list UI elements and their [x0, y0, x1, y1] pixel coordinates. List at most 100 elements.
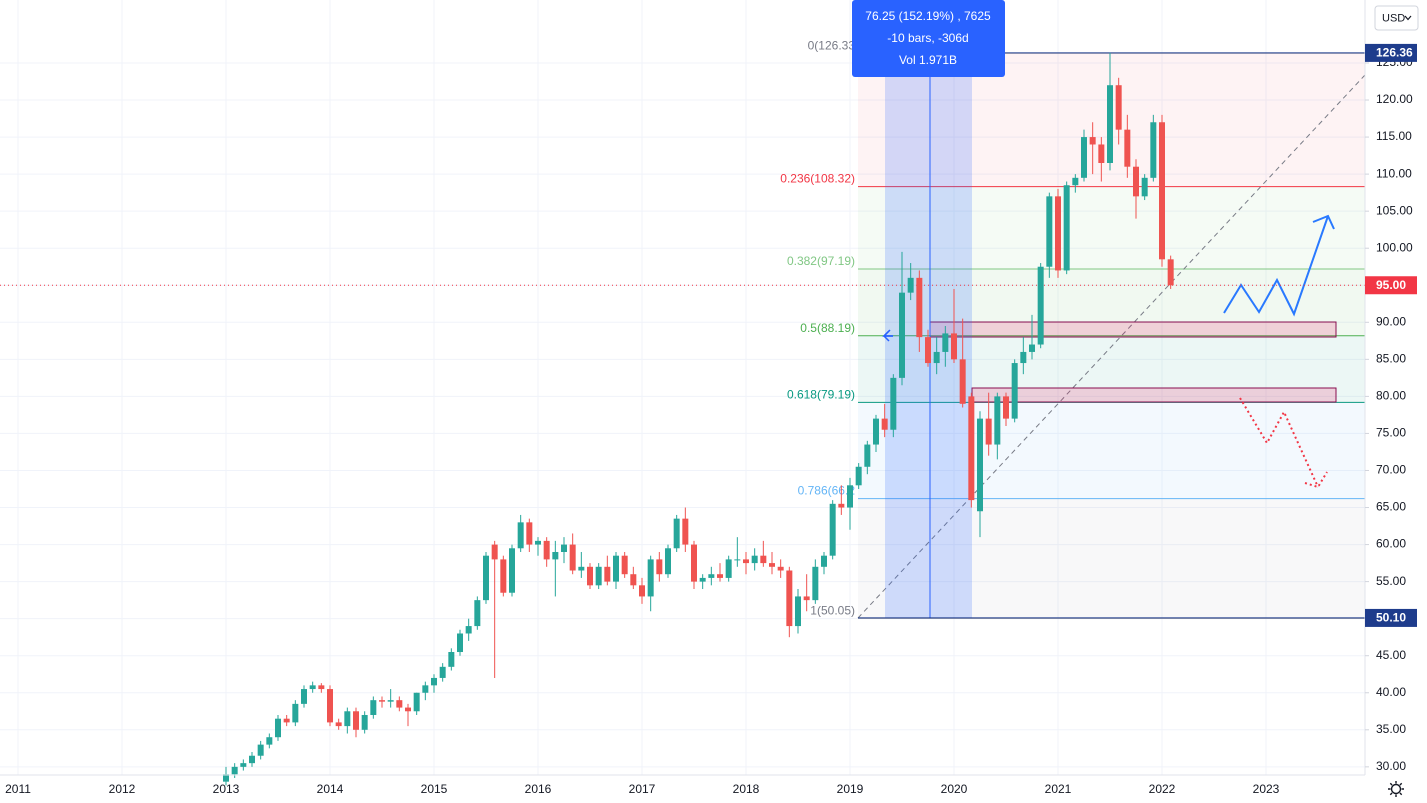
candle-body	[569, 544, 576, 571]
settings-button[interactable]	[1388, 781, 1404, 797]
candle-body	[448, 652, 455, 667]
candle-body	[890, 377, 897, 430]
y-tick-label: 100.00	[1376, 240, 1413, 254]
candle-body	[717, 574, 723, 578]
y-tick-label: 45.00	[1376, 648, 1406, 662]
candle-body	[526, 522, 533, 545]
candle-body	[543, 540, 550, 560]
candle-body	[1124, 129, 1131, 167]
candle-body	[873, 418, 879, 445]
candle-body	[838, 503, 845, 508]
y-tick-label: 60.00	[1376, 537, 1406, 551]
trend-line	[857, 74, 1366, 619]
candle-body	[621, 555, 628, 575]
gear-icon[interactable]	[1388, 781, 1404, 797]
candle-body	[292, 703, 299, 723]
candle-body	[847, 485, 853, 508]
candle-body	[994, 396, 1001, 445]
candle-body	[613, 555, 619, 582]
y-tick-label: 75.00	[1376, 426, 1406, 440]
candle-body	[604, 566, 611, 582]
candle-body	[647, 559, 654, 597]
candle-body	[491, 544, 498, 560]
candle-body	[283, 718, 290, 723]
candle-body	[595, 566, 602, 586]
fib-retracement: 0(126.33 0.236(108.32) 0.382(97.19) 0.5(88.…	[780, 38, 1365, 619]
candle-body	[327, 689, 333, 723]
candle-body	[1072, 177, 1079, 186]
candle-body	[361, 714, 368, 730]
y-tick-label: 120.00	[1376, 92, 1413, 106]
fib-label: 0(126.33	[808, 38, 856, 52]
fib-label: 1(50.05)	[810, 603, 855, 617]
candle-body	[708, 574, 715, 578]
candle-body	[682, 518, 689, 545]
candle-body	[977, 418, 983, 512]
candle-body	[535, 540, 541, 545]
tooltip-text: -10 bars, -306d	[887, 31, 968, 45]
candle-body	[240, 763, 247, 767]
currency-dropdown[interactable]	[1374, 5, 1419, 31]
y-tick-label: 90.00	[1376, 314, 1406, 328]
candles	[223, 52, 1174, 786]
projection-down-head	[1304, 471, 1328, 489]
currency-label[interactable]: USD	[1382, 12, 1405, 24]
candle-body	[431, 677, 437, 686]
candle-body	[942, 333, 949, 352]
x-tick-label: 2019	[837, 782, 864, 796]
candle-body	[760, 555, 767, 564]
candle-body	[1063, 185, 1070, 271]
x-tick-label: 2013	[213, 782, 240, 796]
candle-body	[465, 626, 472, 634]
candle-body	[1081, 137, 1087, 178]
projection-down	[1239, 397, 1319, 488]
projection-up-head	[1312, 214, 1335, 230]
gear-icon[interactable]	[1390, 783, 1402, 795]
candle-body	[439, 666, 446, 678]
candle-body	[517, 522, 524, 549]
candle-body	[925, 337, 931, 364]
candle-body	[1141, 177, 1148, 197]
drawings	[857, 74, 1366, 619]
fib-label: 0.5(88.19)	[800, 321, 855, 335]
candle-body	[1037, 266, 1044, 345]
candle-body	[1107, 85, 1113, 164]
candle-body	[422, 685, 429, 693]
candle-body	[786, 570, 793, 627]
candle-body	[231, 766, 238, 775]
candle-body	[656, 559, 663, 575]
candle-body	[1046, 196, 1053, 267]
candle-body	[769, 563, 775, 567]
candle-body	[864, 444, 871, 467]
candle-body	[370, 700, 377, 715]
price-axis	[1365, 0, 1427, 803]
x-tick-label: 2012	[109, 782, 136, 796]
candle-body	[396, 700, 403, 708]
x-tick-label: 2015	[421, 782, 448, 796]
candle-body	[1150, 122, 1157, 178]
candle-body	[855, 466, 862, 486]
zone-rect	[929, 321, 1337, 338]
candle-body	[1098, 144, 1105, 164]
candle-body	[743, 559, 749, 564]
tooltip-box	[852, 0, 1005, 77]
arrow-left	[882, 330, 893, 342]
candle-body	[257, 744, 264, 756]
candle-body	[1055, 196, 1061, 271]
candle-body	[309, 685, 316, 690]
candle-body	[985, 418, 992, 445]
candle-body	[483, 555, 489, 601]
dropdown-caret[interactable]	[1404, 15, 1412, 21]
grid	[0, 0, 1365, 775]
candle-body	[725, 559, 732, 578]
candle-body	[916, 277, 923, 338]
x-tick-label: 2018	[733, 782, 760, 796]
candle-body	[630, 574, 637, 586]
candle-body	[803, 596, 810, 601]
candle-body	[552, 551, 559, 560]
candle-body	[249, 755, 255, 764]
x-tick-label: 2020	[941, 782, 968, 796]
tooltip-text: 76.25 (152.19%) , 7625	[865, 9, 991, 23]
candle-body	[691, 544, 697, 582]
